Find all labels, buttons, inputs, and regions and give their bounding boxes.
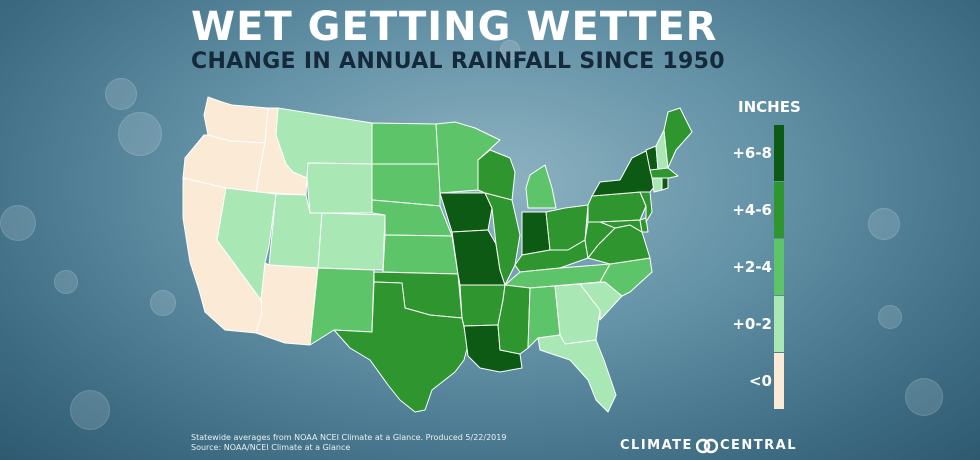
state-maine <box>663 107 693 169</box>
state-colorado <box>317 212 386 271</box>
state-michigan <box>525 164 557 209</box>
legend-item: +0-2 <box>726 296 796 352</box>
state-pennsylvania <box>587 191 647 223</box>
legend-label: +4-6 <box>732 201 772 219</box>
background-bubble <box>0 205 36 241</box>
background-bubble <box>70 390 110 430</box>
legend-label: +2-4 <box>732 258 772 276</box>
background-bubble <box>105 78 137 110</box>
legend-label: +0-2 <box>732 315 772 333</box>
legend-swatch <box>774 239 784 295</box>
logo-text-central: CENTRAL <box>720 438 798 453</box>
state-massachusetts <box>649 167 679 181</box>
background-bubble <box>150 290 176 316</box>
background-bubble <box>905 378 943 416</box>
state-rhode-island <box>661 177 669 191</box>
state-kansas <box>382 234 459 275</box>
background-bubble <box>118 112 162 156</box>
state-wyoming <box>306 162 373 214</box>
legend-swatch <box>774 296 784 352</box>
state-south-dakota <box>371 163 441 207</box>
background-bubble <box>868 208 900 240</box>
state-new-york <box>591 149 656 197</box>
infinity-rings-icon <box>696 438 718 454</box>
page-subtitle: CHANGE IN ANNUAL RAINFALL SINCE 1950 <box>191 49 725 74</box>
legend-item: +2-4 <box>726 239 796 295</box>
legend-swatch <box>774 125 784 181</box>
state-arkansas <box>459 284 506 327</box>
state-texas <box>333 281 469 413</box>
state-iowa <box>439 192 493 233</box>
background-bubble <box>500 40 520 60</box>
legend-swatch <box>774 353 784 409</box>
logo-text-climate: CLIMATE <box>620 438 693 453</box>
background-bubble <box>54 270 78 294</box>
legend-title: INCHES <box>738 98 801 116</box>
background-bubble <box>878 305 902 329</box>
state-north-dakota <box>371 122 441 165</box>
footnote: Statewide averages from NOAA NCEI Climat… <box>191 433 506 453</box>
state-florida <box>537 334 617 413</box>
footnote-line-2: Source: NOAA/NCEI Climate at a Glance <box>191 443 351 452</box>
legend-item: +6-8 <box>726 125 796 181</box>
page-title: WET GETTING WETTER <box>191 4 718 50</box>
legend-label: +6-8 <box>732 144 772 162</box>
state-arizona <box>255 262 319 346</box>
legend-swatch <box>774 182 784 238</box>
legend-label: <0 <box>748 372 772 390</box>
state-connecticut <box>651 177 663 193</box>
state-wisconsin <box>477 149 516 201</box>
state-maryland <box>599 219 643 233</box>
footnote-line-1: Statewide averages from NOAA NCEI Climat… <box>191 433 507 442</box>
legend-item: +4-6 <box>726 182 796 238</box>
state-indiana <box>521 211 551 256</box>
state-mississippi <box>497 284 531 355</box>
legend-item: <0 <box>726 353 796 409</box>
